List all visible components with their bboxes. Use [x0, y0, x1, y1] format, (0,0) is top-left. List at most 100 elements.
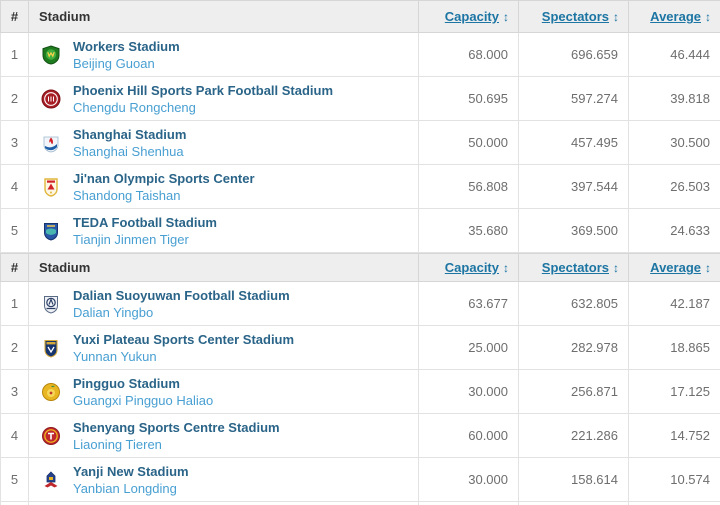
column-header-spectators: Spectators ↕ [518, 0, 629, 33]
table-row: 5 Yanji New Stadium Yanbian Longding 30.… [0, 457, 720, 502]
stadium-cell: Dalian Suoyuwan Football Stadium Dalian … [28, 281, 419, 326]
rank-cell: 4 [0, 164, 29, 209]
team-link[interactable]: Guangxi Pingguo Haliao [73, 392, 214, 408]
column-header-average: Average ↕ [628, 0, 720, 33]
sort-icon[interactable]: ↕ [503, 10, 509, 24]
sort-icon[interactable]: ↕ [705, 10, 711, 24]
rank-cell: 5 [0, 457, 29, 502]
capacity-cell: 50.000 [418, 120, 519, 165]
stadium-cell: Phoenix Hill Sports Park Football Stadiu… [28, 76, 419, 121]
capacity-cell: 68.000 [418, 32, 519, 77]
average-cell: 24.633 [628, 208, 720, 253]
liaoning-tieren-logo[interactable] [29, 426, 73, 446]
rank-cell: 3 [0, 369, 29, 414]
stadium-cell: Ji'nan Olympic Sports Center Shandong Ta… [28, 164, 419, 209]
capacity-cell: 50.695 [418, 76, 519, 121]
team-link[interactable]: Shandong Taishan [73, 187, 181, 203]
team-link[interactable]: Chengdu Rongcheng [73, 99, 196, 115]
stadium-cell: Yanji New Stadium Yanbian Longding [28, 457, 419, 502]
sort-icon[interactable]: ↕ [705, 261, 711, 275]
chengdu-rongcheng-logo[interactable] [29, 89, 73, 109]
team-link[interactable]: Shanghai Shenhua [73, 143, 184, 159]
yunnan-yukun-logo[interactable] [29, 338, 73, 358]
stadium-link[interactable]: TEDA Football Stadium [73, 214, 217, 230]
stadium-link[interactable]: Yanji New Stadium [73, 463, 189, 479]
rank-cell: 1 [0, 281, 29, 326]
beijing-guoan-logo[interactable] [29, 44, 73, 65]
column-header-rank: # [0, 0, 29, 33]
spectators-cell: 457.495 [518, 120, 629, 165]
team-link[interactable]: Liaoning Tieren [73, 436, 162, 452]
spectators-sort-link[interactable]: Spectators [541, 9, 609, 24]
team-link[interactable]: Dalian Yingbo [73, 304, 154, 320]
dalian-yingbo-logo[interactable] [29, 294, 73, 314]
spectators-sort-link[interactable]: Spectators [541, 260, 609, 275]
column-header-spectators: Spectators ↕ [518, 253, 629, 282]
table-row: 3 Pingguo Stadium Guangxi Pingguo Haliao… [0, 369, 720, 414]
capacity-cell: 60.000 [418, 413, 519, 458]
table-row: 1 Workers Stadium Beijing Guoan 68.000 6… [0, 32, 720, 77]
column-header-average: Average ↕ [628, 253, 720, 282]
stadium-link[interactable]: Phoenix Hill Sports Park Football Stadiu… [73, 82, 334, 98]
spectators-cell: 369.500 [518, 208, 629, 253]
sort-icon[interactable]: ↕ [613, 10, 619, 24]
header-row: # Stadium Capacity ↕ Spectators ↕ Average ↕ [0, 253, 720, 282]
average-cell: 10.574 [628, 457, 720, 502]
stadium-attendance-table-2: # Stadium Capacity ↕ Spectators ↕ Average ↕… [0, 253, 720, 505]
stadium-link[interactable]: Shanghai Stadium [73, 126, 187, 142]
average-cell: 14.752 [628, 413, 720, 458]
table-row: 2 Phoenix Hill Sports Park Football Stad… [0, 76, 720, 121]
team-link[interactable]: Beijing Guoan [73, 55, 155, 71]
capacity-cell: 63.677 [418, 281, 519, 326]
column-header-capacity: Capacity ↕ [418, 0, 519, 33]
stadium-cell: Pingguo Stadium Guangxi Pingguo Haliao [28, 369, 419, 414]
capacity-cell: 30.000 [418, 369, 519, 414]
average-cell: 26.503 [628, 164, 720, 209]
rank-cell: 3 [0, 120, 29, 165]
stadium-attendance-table-1: # Stadium Capacity ↕ Spectators ↕ Average ↕… [0, 0, 720, 253]
average-cell: 42.187 [628, 281, 720, 326]
average-cell: 18.865 [628, 325, 720, 370]
stadium-cell: Workers Stadium Beijing Guoan [28, 32, 419, 77]
capacity-cell: 30.000 [418, 457, 519, 502]
tianjin-jinmen-tiger-logo[interactable] [29, 221, 73, 241]
spectators-cell: 282.978 [518, 325, 629, 370]
rank-cell: 1 [0, 32, 29, 77]
stadium-link[interactable]: Workers Stadium [73, 38, 180, 54]
column-header-capacity: Capacity ↕ [418, 253, 519, 282]
capacity-cell: 35.680 [418, 208, 519, 253]
stadium-cell: Yuxi Plateau Sports Center Stadium Yunna… [28, 325, 419, 370]
shandong-taishan-logo[interactable] [29, 177, 73, 197]
average-sort-link[interactable]: Average [650, 260, 701, 275]
stadium-link[interactable]: Yuxi Plateau Sports Center Stadium [73, 331, 295, 347]
average-cell: 30.500 [628, 120, 720, 165]
team-link[interactable]: Tianjin Jinmen Tiger [73, 231, 189, 247]
sort-icon[interactable]: ↕ [613, 261, 619, 275]
yanbian-longding-logo[interactable] [29, 470, 73, 490]
stadium-link[interactable]: Dalian Suoyuwan Football Stadium [73, 287, 290, 303]
shanghai-shenhua-logo[interactable] [29, 133, 73, 153]
column-header-stadium: Stadium [28, 253, 419, 282]
team-link[interactable]: Yunnan Yukun [73, 348, 157, 364]
spectators-cell: 397.544 [518, 164, 629, 209]
header-row: # Stadium Capacity ↕ Spectators ↕ Average ↕ [0, 0, 720, 33]
capacity-cell: 25.000 [418, 325, 519, 370]
sort-icon[interactable]: ↕ [503, 261, 509, 275]
average-cell: 39.818 [628, 76, 720, 121]
average-sort-link[interactable]: Average [650, 9, 701, 24]
stadium-link[interactable]: Pingguo Stadium [73, 375, 180, 391]
column-header-stadium: Stadium [28, 0, 419, 33]
team-link[interactable]: Yanbian Longding [73, 480, 177, 496]
capacity-sort-link[interactable]: Capacity [444, 9, 499, 24]
rank-cell: 2 [0, 325, 29, 370]
stadium-cell: Shenyang Sports Centre Stadium Liaoning … [28, 413, 419, 458]
spectators-cell: 632.805 [518, 281, 629, 326]
table-row: 1 Dalian Suoyuwan Football Stadium Dalia… [0, 281, 720, 326]
stadium-link[interactable]: Ji'nan Olympic Sports Center [73, 170, 255, 186]
capacity-sort-link[interactable]: Capacity [444, 260, 499, 275]
guangxi-pingguo-haliao-logo[interactable] [29, 382, 73, 402]
stadium-link[interactable]: Shenyang Sports Centre Stadium [73, 419, 280, 435]
stadium-cell: Shanghai Stadium Shanghai Shenhua [28, 120, 419, 165]
average-cell: 17.125 [628, 369, 720, 414]
spectators-cell: 158.614 [518, 457, 629, 502]
